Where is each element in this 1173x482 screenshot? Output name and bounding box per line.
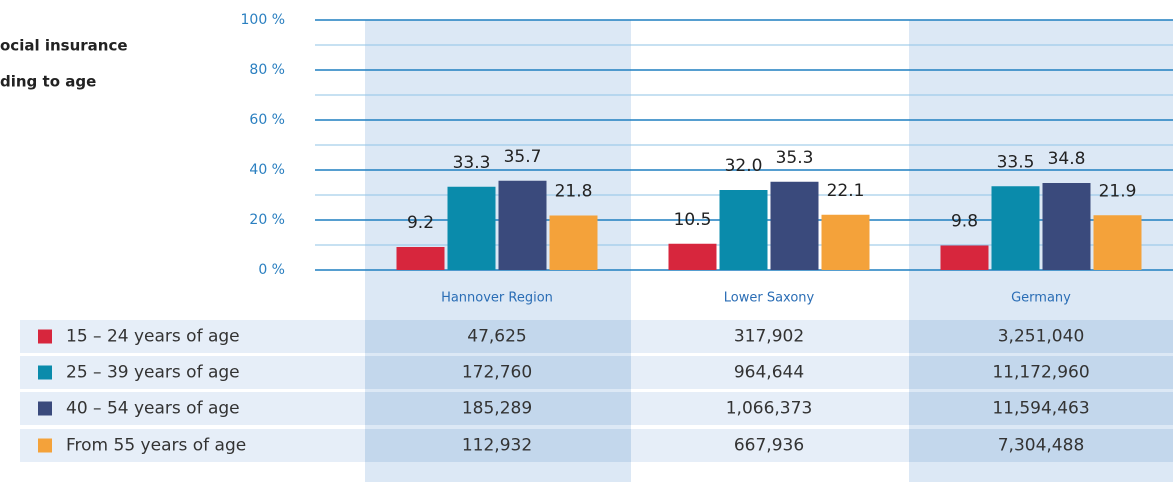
legend-label: 15 – 24 years of age xyxy=(66,327,240,347)
bar xyxy=(549,215,598,270)
chart-title: ding to age xyxy=(0,73,96,91)
legend-swatch xyxy=(38,365,52,380)
x-tick-label: Hannover Region xyxy=(441,291,553,306)
value-label: 32.0 xyxy=(725,156,763,176)
legend-label: 40 – 54 years of age xyxy=(66,399,240,419)
value-label: 21.8 xyxy=(555,182,593,202)
table-cell: 172,760 xyxy=(462,363,532,383)
bar xyxy=(940,245,989,270)
value-label: 35.7 xyxy=(504,147,542,167)
y-tick-label: 40 % xyxy=(249,162,285,178)
bar xyxy=(1042,183,1091,270)
value-label: 9.2 xyxy=(407,213,434,233)
row-stripe-shade xyxy=(909,356,1173,389)
table-cell: 667,936 xyxy=(734,436,804,456)
y-tick-label: 20 % xyxy=(249,212,285,228)
table-cell: 112,932 xyxy=(462,436,532,456)
y-tick-label: 60 % xyxy=(249,112,285,128)
legend-label: From 55 years of age xyxy=(66,436,246,456)
y-tick-label: 80 % xyxy=(249,62,285,78)
bar xyxy=(668,243,717,270)
table-cell: 11,172,960 xyxy=(992,363,1089,383)
value-label: 22.1 xyxy=(827,181,865,201)
chart-title: ocial insurance xyxy=(0,37,128,55)
table-cell: 185,289 xyxy=(462,399,532,419)
bar xyxy=(991,186,1040,270)
bar xyxy=(396,247,445,270)
legend-swatch xyxy=(38,438,52,453)
table-cell: 1,066,373 xyxy=(726,399,813,419)
bar xyxy=(770,181,819,270)
bar xyxy=(498,180,547,270)
y-tick-label: 0 % xyxy=(258,262,285,278)
value-label: 21.9 xyxy=(1099,181,1137,201)
value-label: 34.8 xyxy=(1048,149,1086,169)
row-stripe-shade xyxy=(909,392,1173,425)
row-stripe-shade xyxy=(365,356,631,389)
value-label: 35.3 xyxy=(776,148,814,168)
y-tick-label: 100 % xyxy=(241,12,285,28)
row-stripe-shade xyxy=(365,392,631,425)
value-label: 33.3 xyxy=(453,153,491,173)
x-tick-label: Lower Saxony xyxy=(724,291,815,306)
table-cell: 47,625 xyxy=(467,327,526,347)
row-stripe-shade xyxy=(365,320,631,353)
table-cell: 964,644 xyxy=(734,363,804,383)
x-tick-label: Germany xyxy=(1011,291,1071,306)
table-cell: 7,304,488 xyxy=(998,436,1085,456)
bar xyxy=(719,190,768,270)
bar xyxy=(821,214,870,270)
row-stripe-shade xyxy=(909,429,1173,462)
table-cell: 3,251,040 xyxy=(998,327,1085,347)
bar xyxy=(1093,215,1142,270)
value-label: 9.8 xyxy=(951,212,978,232)
row-stripe-shade xyxy=(365,429,631,462)
legend-swatch xyxy=(38,329,52,344)
table-cell: 11,594,463 xyxy=(992,399,1089,419)
legend-label: 25 – 39 years of age xyxy=(66,363,240,383)
value-label: 10.5 xyxy=(674,210,712,230)
row-stripe-shade xyxy=(909,320,1173,353)
legend-swatch xyxy=(38,401,52,416)
value-label: 33.5 xyxy=(997,152,1035,172)
table-cell: 317,902 xyxy=(734,327,804,347)
bar xyxy=(447,186,496,270)
